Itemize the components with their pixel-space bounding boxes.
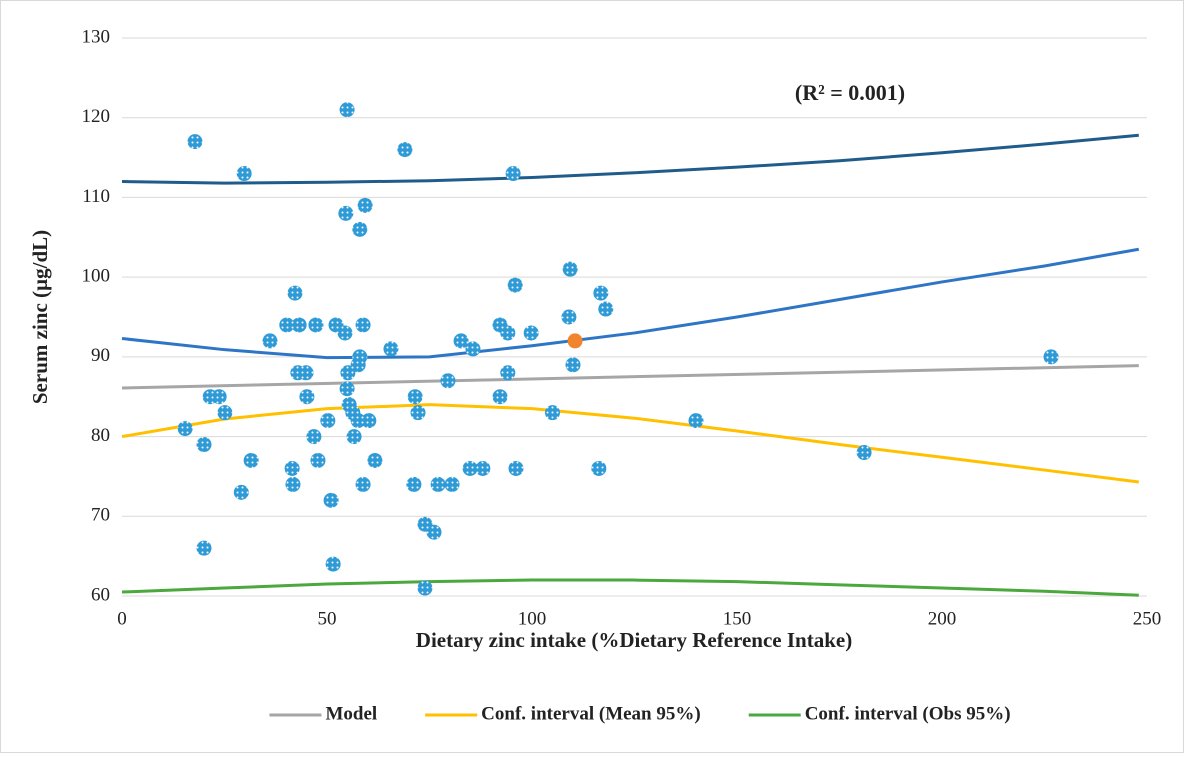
point (339, 381, 355, 397)
y-tick-label: 90 (91, 345, 110, 366)
point (355, 476, 371, 492)
y-tick-label: 120 (82, 106, 111, 127)
point (505, 166, 521, 182)
point (355, 317, 371, 333)
annotation: (R² = 0.001) (795, 80, 905, 105)
point (492, 389, 508, 405)
point (339, 102, 355, 118)
point (211, 389, 227, 405)
point (243, 452, 259, 468)
line (121, 578, 1139, 597)
x-tick-label: 100 (518, 608, 547, 629)
point (856, 445, 872, 461)
y-tick-label: 100 (82, 266, 111, 287)
point (310, 452, 326, 468)
x-axis-label: Dietary zinc intake (%Dietary Reference … (416, 628, 852, 652)
point (298, 365, 314, 381)
point (593, 285, 609, 301)
points (177, 102, 1059, 596)
x-tick-label: 200 (928, 608, 957, 629)
point (177, 421, 193, 437)
point (406, 476, 422, 492)
point (352, 221, 368, 237)
point (562, 261, 578, 277)
point (361, 413, 377, 429)
y-axis-label: Serum zinc (µg/dL) (28, 230, 52, 404)
point (284, 460, 300, 476)
point (217, 405, 233, 421)
lines (121, 133, 1140, 597)
point (187, 134, 203, 150)
legend-label: Model (325, 703, 377, 724)
point (323, 492, 339, 508)
point (565, 357, 581, 373)
point (279, 317, 295, 333)
point (430, 476, 446, 492)
point (337, 325, 353, 341)
point (410, 405, 426, 421)
y-tick-label: 70 (91, 505, 110, 526)
point (688, 413, 704, 429)
point (196, 437, 212, 453)
point (285, 476, 301, 492)
point (591, 460, 607, 476)
point (308, 317, 324, 333)
point (462, 460, 478, 476)
point (338, 205, 354, 221)
legend-label: Conf. interval (Obs 95%) (805, 703, 1011, 724)
point (367, 452, 383, 468)
y-tick-label: 60 (91, 584, 110, 605)
point (567, 333, 583, 349)
point (306, 429, 322, 445)
point (523, 325, 539, 341)
point (426, 524, 442, 540)
x-tick-label: 50 (318, 608, 337, 629)
point (262, 333, 278, 349)
point (320, 413, 336, 429)
point (346, 429, 362, 445)
point (397, 142, 413, 158)
y-tick-label: 80 (91, 425, 110, 446)
point (500, 325, 516, 341)
point (407, 389, 423, 405)
point (508, 460, 524, 476)
point (350, 413, 366, 429)
y-tick-label: 130 (82, 26, 111, 47)
point (507, 277, 523, 293)
point (440, 373, 456, 389)
point (299, 389, 315, 405)
point (598, 301, 614, 317)
point (350, 357, 366, 373)
x-tick-label: 0 (117, 608, 127, 629)
point (340, 365, 356, 381)
line (121, 403, 1139, 484)
x-tick-label: 250 (1133, 608, 1162, 629)
point (444, 476, 460, 492)
line (121, 133, 1139, 185)
point (453, 333, 469, 349)
point (561, 309, 577, 325)
point (545, 405, 560, 421)
y-tick-label: 110 (82, 186, 110, 207)
point (1043, 349, 1059, 365)
point (196, 540, 212, 556)
x-tick-label: 150 (723, 608, 752, 629)
line (121, 247, 1140, 360)
point (500, 365, 516, 381)
point (417, 580, 433, 596)
line (121, 364, 1139, 390)
legend-label: Conf. interval (Mean 95%) (481, 703, 701, 724)
point (383, 341, 399, 357)
point (291, 317, 307, 333)
point (287, 285, 303, 301)
point (236, 166, 252, 182)
point (357, 197, 373, 213)
point (465, 341, 481, 357)
point (325, 556, 341, 572)
point (233, 484, 249, 500)
point (475, 460, 491, 476)
legend: Model Conf. interval (Mean 95%) Conf. inte… (269, 703, 1011, 724)
